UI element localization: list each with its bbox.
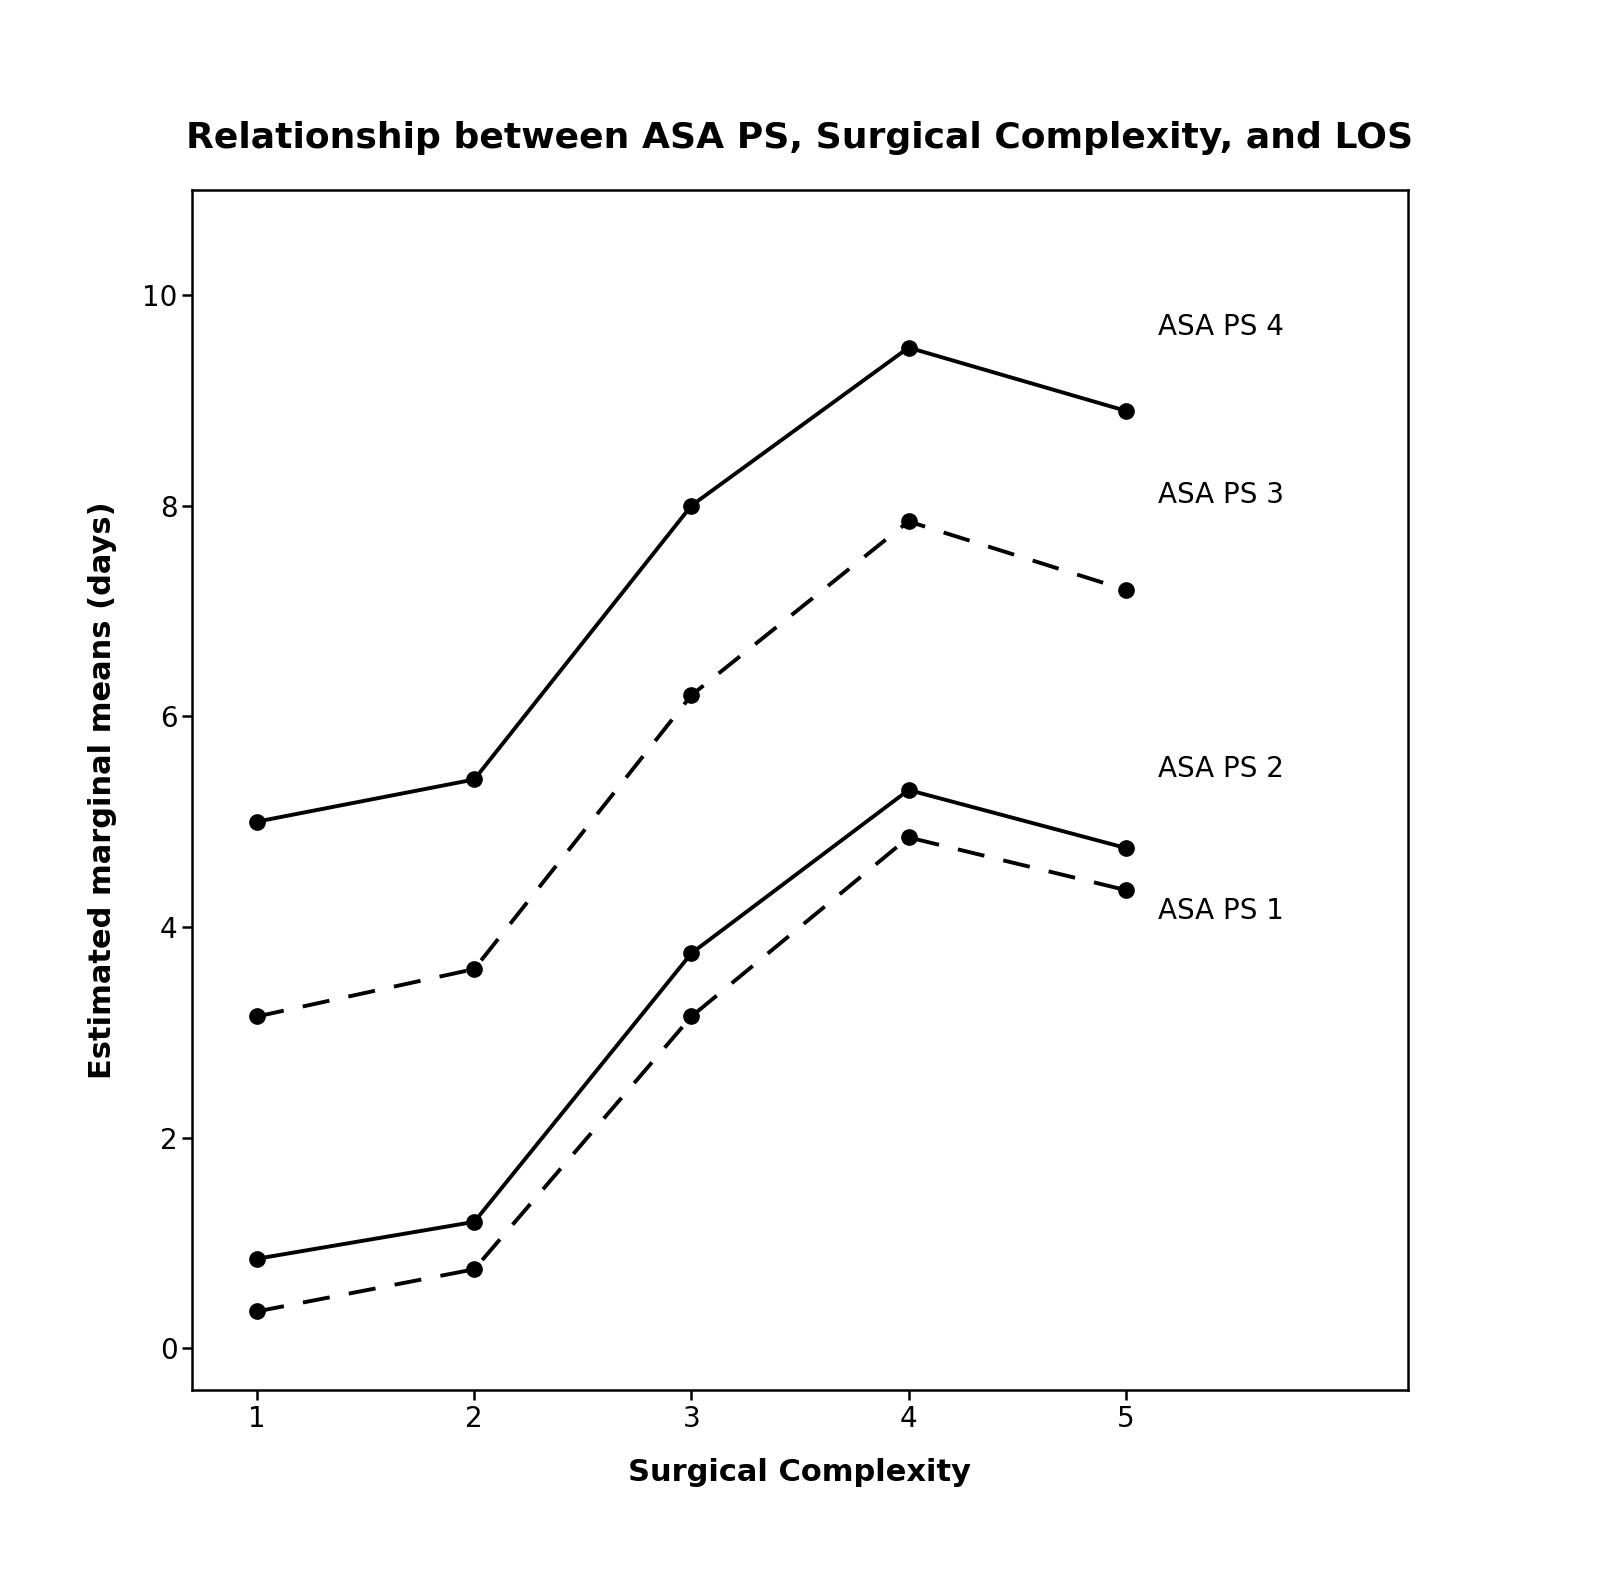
Text: ASA PS 2: ASA PS 2 bbox=[1158, 755, 1285, 784]
ASA PS 4 bbox=[682, 496, 701, 515]
ASA PS 3 bbox=[682, 686, 701, 705]
ASA PS 4 bbox=[464, 769, 483, 788]
X-axis label: Surgical Complexity: Surgical Complexity bbox=[629, 1458, 971, 1487]
ASA PS 1 bbox=[1117, 880, 1136, 899]
Y-axis label: Estimated marginal means (days): Estimated marginal means (days) bbox=[88, 501, 117, 1079]
ASA PS 4 bbox=[248, 812, 267, 831]
ASA PS 3 bbox=[248, 1006, 267, 1025]
Title: Relationship between ASA PS, Surgical Complexity, and LOS: Relationship between ASA PS, Surgical Co… bbox=[187, 122, 1413, 155]
Line: ASA PS 4: ASA PS 4 bbox=[250, 340, 1133, 830]
ASA PS 3 bbox=[1117, 580, 1136, 599]
ASA PS 1 bbox=[899, 828, 918, 847]
ASA PS 4 bbox=[899, 338, 918, 357]
ASA PS 2 bbox=[899, 781, 918, 799]
ASA PS 2 bbox=[682, 943, 701, 962]
ASA PS 4 bbox=[1117, 401, 1136, 420]
Line: ASA PS 1: ASA PS 1 bbox=[250, 830, 1133, 1319]
ASA PS 3 bbox=[899, 512, 918, 531]
ASA PS 2 bbox=[1117, 839, 1136, 858]
Text: ASA PS 3: ASA PS 3 bbox=[1158, 480, 1285, 509]
ASA PS 1 bbox=[682, 1006, 701, 1025]
Text: ASA PS 1: ASA PS 1 bbox=[1158, 897, 1285, 926]
ASA PS 1 bbox=[248, 1302, 267, 1321]
ASA PS 2 bbox=[464, 1212, 483, 1231]
ASA PS 3 bbox=[464, 959, 483, 978]
Line: ASA PS 3: ASA PS 3 bbox=[250, 514, 1133, 1024]
ASA PS 2 bbox=[248, 1250, 267, 1269]
Text: ASA PS 4: ASA PS 4 bbox=[1158, 313, 1285, 341]
Line: ASA PS 2: ASA PS 2 bbox=[250, 782, 1133, 1267]
ASA PS 1 bbox=[464, 1259, 483, 1278]
